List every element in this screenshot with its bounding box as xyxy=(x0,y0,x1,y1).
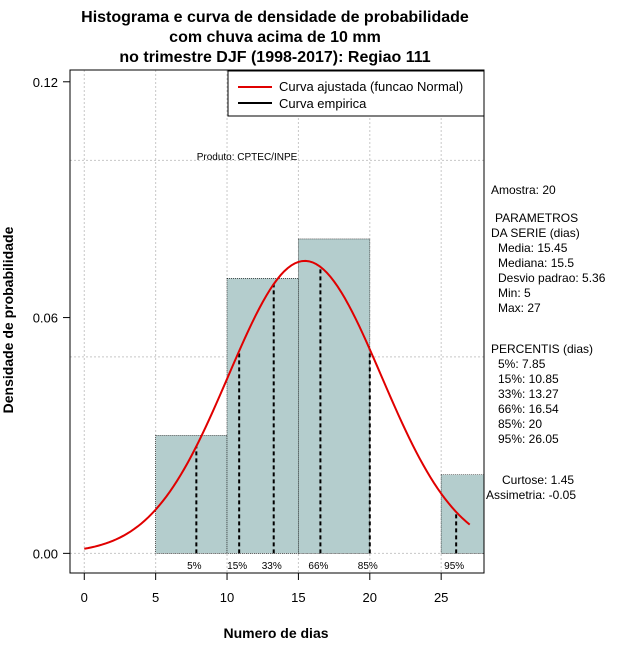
skewness: Assimetria: -0.05 xyxy=(486,488,576,502)
x-tick-label-0: 0 xyxy=(81,590,88,605)
legend-box xyxy=(227,70,485,117)
params-subtitle: DA SERIE (dias) xyxy=(491,226,580,240)
y-tick-label-1: 0.06 xyxy=(33,311,58,326)
sample-size: Amostra: 20 xyxy=(491,183,556,197)
percentile-labels: 5% 15% 33% 66% 85% 95% xyxy=(187,561,464,572)
normal-curve-layer xyxy=(84,259,471,550)
y-tick-label-2: 0.12 xyxy=(33,75,58,90)
stats-panel: Amostra: 20 PARAMETROS DA SERIE (dias) M… xyxy=(486,183,606,502)
histogram-bar-2 xyxy=(298,238,371,554)
param-median: Mediana: 15.5 xyxy=(498,256,574,270)
kurtosis: Curtose: 1.45 xyxy=(502,473,574,487)
legend-label-normal: Curva ajustada (funcao Normal) xyxy=(279,79,463,94)
params-title: PARAMETROS xyxy=(495,211,578,225)
percentile-label-4: 85% xyxy=(358,561,378,572)
x-tick-label-4: 20 xyxy=(363,590,377,605)
histogram-bars xyxy=(155,238,485,554)
normal-fit-curve xyxy=(84,259,471,550)
percentil-85: 85%: 20 xyxy=(498,417,542,431)
chart-title-line-2: com chuva acima de 10 mm xyxy=(169,29,381,46)
percentil-15: 15%: 10.85 xyxy=(498,372,559,386)
percentil-95: 95%: 26.05 xyxy=(498,432,559,446)
percentile-label-2: 33% xyxy=(262,561,282,572)
percentile-label-5: 95% xyxy=(444,561,464,572)
param-mean: Media: 15.45 xyxy=(498,241,568,255)
param-sd: Desvio padrao: 5.36 xyxy=(498,271,606,285)
percentil-33: 33%: 13.27 xyxy=(498,387,559,401)
watermark-text: Produto: CPTEC/INPE xyxy=(197,152,298,163)
percentile-label-1: 15% xyxy=(227,561,247,572)
param-min: Min: 5 xyxy=(498,286,531,300)
histogram-bar-1 xyxy=(226,277,299,554)
x-tick-label-1: 5 xyxy=(152,590,159,605)
chart-title-line-3: no trimestre DJF (1998-2017): Regiao 111 xyxy=(119,49,430,66)
chart-title-line-1: Histograma e curva de densidade de proba… xyxy=(81,9,469,26)
percentile-label-0: 5% xyxy=(187,561,202,572)
axes: 0 5 10 15 20 25 0.00 0.06 0.12 xyxy=(33,75,449,605)
percentile-label-3: 66% xyxy=(308,561,328,572)
x-tick-label-3: 15 xyxy=(291,590,305,605)
y-axis-title: Densidade de probabilidade xyxy=(0,226,16,413)
percentis-title: PERCENTIS (dias) xyxy=(491,342,593,356)
param-max: Max: 27 xyxy=(498,301,541,315)
percentile-lines xyxy=(195,266,458,554)
percentil-5: 5%: 7.85 xyxy=(498,357,546,371)
percentil-66: 66%: 16.54 xyxy=(498,402,559,416)
x-tick-label-2: 10 xyxy=(220,590,234,605)
histogram-bar-4 xyxy=(440,474,485,554)
x-axis-title: Numero de dias xyxy=(223,625,328,641)
histogram-bar-0 xyxy=(155,435,228,554)
y-tick-label-0: 0.00 xyxy=(33,546,58,561)
x-tick-label-5: 25 xyxy=(434,590,448,605)
legend: Curva ajustada (funcao Normal) Curva emp… xyxy=(227,70,485,117)
grid-lines xyxy=(70,70,484,573)
legend-label-empirical: Curva empirica xyxy=(279,96,367,111)
